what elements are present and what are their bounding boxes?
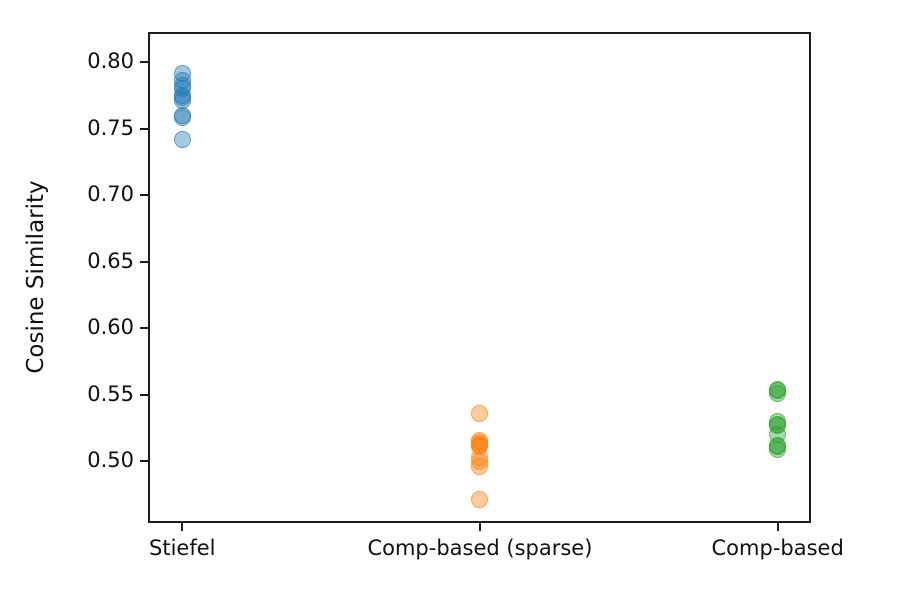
y-tick-label: 0.70 bbox=[87, 182, 134, 207]
data-point bbox=[471, 491, 489, 509]
x-tick-label-stiefel: Stiefel bbox=[149, 536, 216, 560]
x-tick-mark bbox=[181, 523, 184, 531]
y-tick-mark bbox=[140, 393, 148, 396]
y-axis-label: Cosine Similarity bbox=[23, 180, 49, 374]
y-tick-mark bbox=[140, 60, 148, 63]
y-tick-label: 0.75 bbox=[87, 115, 134, 140]
y-tick-label: 0.60 bbox=[87, 315, 134, 340]
data-point bbox=[471, 458, 489, 476]
y-tick-mark bbox=[140, 127, 148, 130]
y-tick-label: 0.80 bbox=[87, 48, 134, 73]
y-tick-mark bbox=[140, 194, 148, 197]
data-point bbox=[471, 404, 489, 422]
y-tick-mark bbox=[140, 327, 148, 330]
data-point bbox=[173, 109, 191, 127]
x-tick-label-comp-based: Comp-based bbox=[711, 536, 844, 560]
data-point bbox=[769, 440, 787, 458]
data-point bbox=[173, 130, 191, 148]
y-tick-label: 0.65 bbox=[87, 248, 134, 273]
x-tick-label-comp-based-sparse: Comp-based (sparse) bbox=[367, 536, 593, 560]
y-tick-label: 0.50 bbox=[87, 448, 134, 473]
data-point bbox=[769, 384, 787, 402]
y-tick-label: 0.55 bbox=[87, 381, 134, 406]
x-tick-mark bbox=[776, 523, 779, 531]
y-tick-mark bbox=[140, 460, 148, 463]
x-tick-mark bbox=[478, 523, 481, 531]
y-tick-mark bbox=[140, 260, 148, 263]
